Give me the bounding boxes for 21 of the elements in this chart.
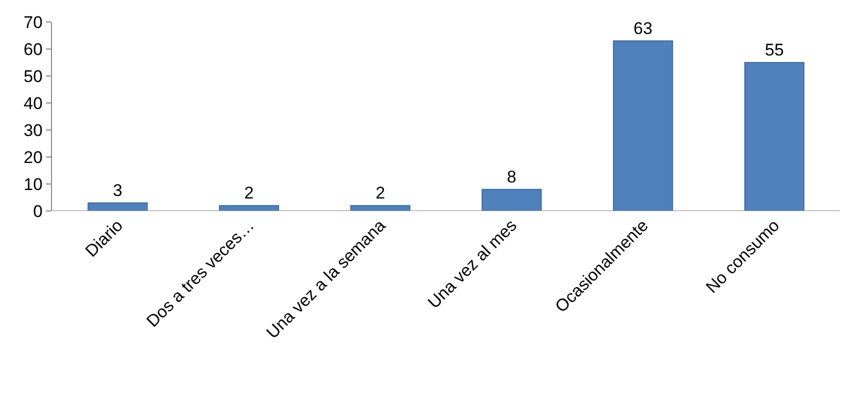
data-label: 55: [764, 40, 784, 60]
bar: [744, 62, 804, 211]
data-label: 63: [634, 18, 652, 38]
y-tick-label: 60: [24, 40, 43, 59]
bar: [218, 205, 280, 211]
data-label: 8: [506, 167, 516, 186]
y-tick-label: 30: [24, 120, 43, 140]
bar: [350, 205, 410, 211]
bar: [482, 188, 542, 211]
x-tick-label: Una vez al mes: [424, 216, 521, 312]
data-label: 2: [244, 184, 254, 203]
y-tick-label: 50: [24, 66, 43, 86]
y-tick-label: 20: [24, 148, 43, 167]
y-tick-label: 40: [24, 94, 43, 113]
bar: [612, 40, 674, 211]
y-tick-label: 10: [24, 174, 43, 194]
y-tick-label: 70: [24, 12, 43, 32]
data-label: 2: [376, 184, 386, 203]
data-label: 3: [112, 180, 122, 200]
y-tick-label: 0: [33, 202, 43, 221]
bar: [88, 202, 148, 211]
